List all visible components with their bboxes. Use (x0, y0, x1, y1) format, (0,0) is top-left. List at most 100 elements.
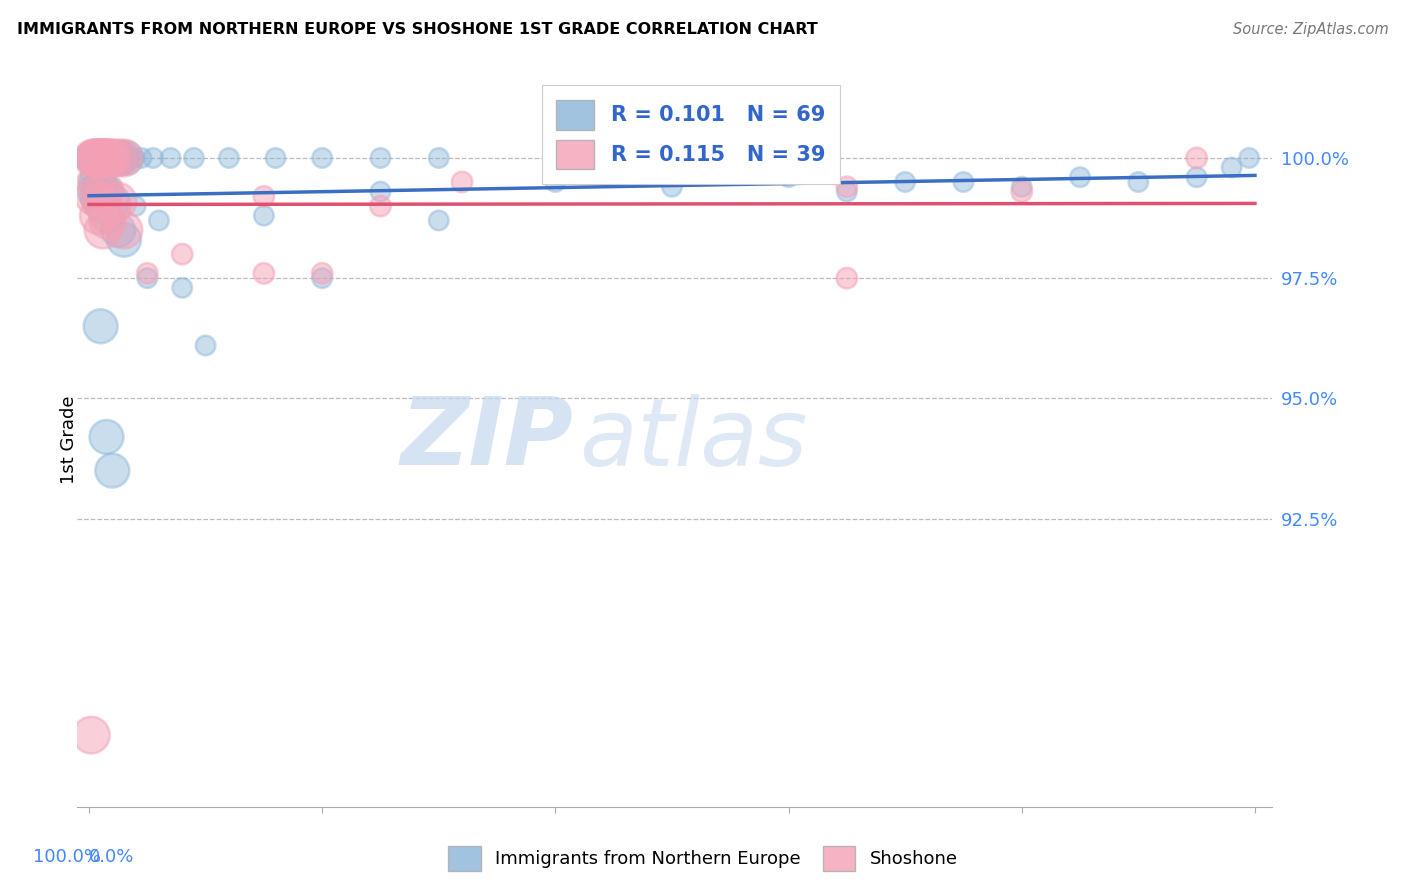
Point (98, 151, 121, 165)
Point (90, 319, 112, 334)
Point (142, 151, 165, 165)
Point (91, 151, 114, 165)
Point (148, 213, 170, 227)
Point (1128, 175, 1150, 189)
Point (86, 189, 108, 203)
Point (544, 175, 567, 189)
Point (136, 266, 159, 280)
Point (84, 151, 107, 165)
Point (136, 271, 159, 285)
Point (311, 151, 333, 165)
Point (172, 247, 194, 261)
Point (82, 151, 104, 165)
Point (94, 151, 117, 165)
Point (94, 185, 117, 199)
Text: IMMIGRANTS FROM NORTHERN EUROPE VS SHOSHONE 1ST GRADE CORRELATION CHART: IMMIGRANTS FROM NORTHERN EUROPE VS SHOSH… (17, 22, 818, 37)
Point (94, 185, 117, 199)
Point (87, 170, 110, 185)
Point (172, 281, 194, 295)
Point (97, 151, 120, 165)
Point (124, 199, 146, 213)
Point (83, 185, 105, 199)
Point (253, 266, 276, 280)
Point (89, 151, 111, 165)
Point (451, 175, 474, 189)
Text: 100.0%: 100.0% (32, 847, 101, 866)
Point (82, 151, 104, 165)
Point (1237, 151, 1260, 165)
Point (111, 151, 134, 165)
Point (122, 151, 145, 165)
Point (1011, 185, 1033, 199)
Point (264, 151, 287, 165)
Point (90, 179, 112, 194)
Point (661, 179, 683, 194)
Legend: Immigrants from Northern Europe, Shoshone: Immigrants from Northern Europe, Shoshon… (441, 838, 965, 879)
Point (778, 170, 800, 185)
Point (96, 151, 118, 165)
Point (835, 179, 858, 194)
Point (108, 151, 131, 165)
Point (1069, 170, 1091, 185)
Point (87, 209, 110, 223)
Point (90, 194, 112, 209)
Point (89, 194, 111, 209)
Point (83, 189, 105, 203)
Point (131, 151, 153, 165)
Point (159, 151, 181, 165)
Point (894, 175, 917, 189)
Point (112, 223, 135, 237)
Point (89, 151, 111, 165)
Point (90, 151, 112, 165)
Legend: R = 0.101   N = 69, R = 0.115   N = 39: R = 0.101 N = 69, R = 0.115 N = 39 (541, 86, 839, 184)
Point (101, 151, 124, 165)
Point (87, 151, 110, 165)
Point (83, 151, 105, 165)
Point (83, 151, 105, 165)
Point (311, 271, 333, 285)
Text: 0.0%: 0.0% (89, 847, 135, 866)
Point (835, 271, 858, 285)
Point (115, 151, 138, 165)
Point (835, 185, 858, 199)
Point (427, 151, 450, 165)
Point (97, 209, 120, 223)
Text: Source: ZipAtlas.com: Source: ZipAtlas.com (1233, 22, 1389, 37)
Point (112, 151, 135, 165)
Point (83, 151, 105, 165)
Point (90, 151, 112, 165)
Point (93, 151, 115, 165)
Point (97, 213, 120, 227)
Point (84, 175, 107, 189)
Point (107, 151, 129, 165)
Point (101, 464, 124, 478)
Point (370, 185, 392, 199)
Point (97, 151, 120, 165)
Point (86, 151, 108, 165)
Point (84, 175, 107, 189)
Point (105, 151, 128, 165)
Point (1185, 151, 1208, 165)
Point (80, 728, 103, 742)
Point (370, 199, 392, 213)
Point (98, 151, 121, 165)
Point (96, 430, 118, 444)
Point (90, 151, 112, 165)
Point (107, 194, 129, 209)
Point (107, 223, 129, 237)
Point (370, 151, 392, 165)
Point (218, 151, 240, 165)
Point (101, 199, 124, 213)
Point (96, 151, 118, 165)
Point (100, 151, 122, 165)
Point (183, 151, 205, 165)
Point (427, 213, 450, 227)
Text: ZIP: ZIP (401, 393, 574, 485)
Point (97, 151, 120, 165)
Point (1185, 170, 1208, 185)
Point (1220, 161, 1243, 175)
Point (91, 199, 114, 213)
Point (112, 233, 135, 247)
Point (90, 151, 112, 165)
Point (86, 151, 108, 165)
